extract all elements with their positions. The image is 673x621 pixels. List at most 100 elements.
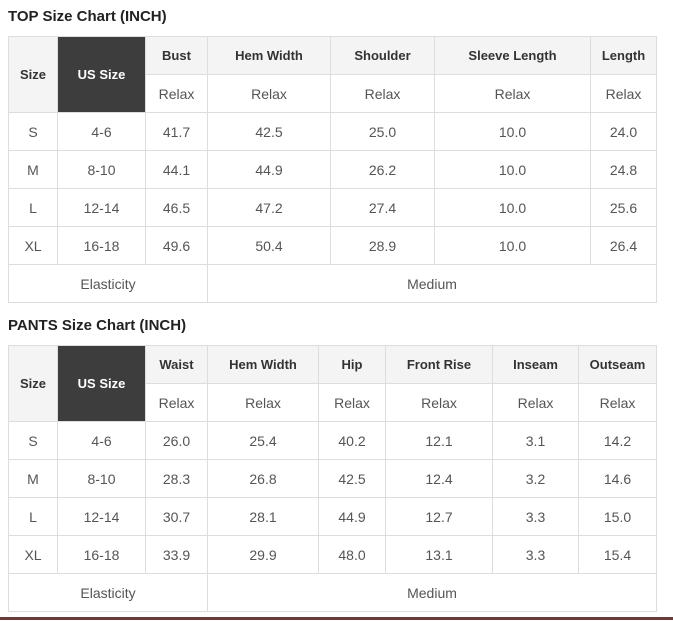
value-cell: 30.7 xyxy=(145,497,208,536)
shoulder-column-header: Shoulder xyxy=(330,36,435,75)
us-size-cell: 16-18 xyxy=(57,535,146,574)
value-cell: 44.1 xyxy=(145,150,208,189)
value-cell: 3.3 xyxy=(492,497,579,536)
top-fit-row: Relax Relax Relax Relax Relax xyxy=(9,74,657,113)
table-row: S 4-6 26.0 25.4 40.2 12.1 3.1 14.2 xyxy=(8,421,657,460)
size-cell: M xyxy=(8,459,58,498)
value-cell: 3.2 xyxy=(492,459,579,498)
section-divider-bar xyxy=(0,617,673,620)
value-cell: 10.0 xyxy=(434,188,591,227)
value-cell: 24.0 xyxy=(590,112,657,151)
us-size-cell: 12-14 xyxy=(57,497,146,536)
size-cell: S xyxy=(8,421,58,460)
table-row: M 8-10 28.3 26.8 42.5 12.4 3.2 14.6 xyxy=(8,459,657,498)
value-cell: 10.0 xyxy=(434,112,591,151)
size-cell: L xyxy=(8,188,58,227)
bust-column-header: Bust xyxy=(145,36,208,75)
value-cell: 15.0 xyxy=(578,497,657,536)
value-cell: 41.7 xyxy=(145,112,208,151)
fit-cell: Relax xyxy=(578,383,657,422)
waist-column-header: Waist xyxy=(145,345,208,384)
us-size-column-header: US Size xyxy=(57,345,146,422)
value-cell: 14.2 xyxy=(578,421,657,460)
table-row: XL 16-18 33.9 29.9 48.0 13.1 3.3 15.4 xyxy=(8,535,657,574)
value-cell: 46.5 xyxy=(145,188,208,227)
us-size-cell: 8-10 xyxy=(57,459,146,498)
fit-cell: Relax xyxy=(330,74,435,113)
value-cell: 25.0 xyxy=(330,112,435,151)
hip-column-header: Hip xyxy=(318,345,386,384)
fit-cell: Relax xyxy=(145,383,208,422)
table-row: XL 16-18 49.6 50.4 28.9 10.0 26.4 xyxy=(8,226,657,265)
value-cell: 26.8 xyxy=(207,459,319,498)
table-row: M 8-10 44.1 44.9 26.2 10.0 24.8 xyxy=(8,150,657,189)
value-cell: 15.4 xyxy=(578,535,657,574)
pants-fit-row: Relax Relax Relax Relax Relax Relax xyxy=(9,383,657,422)
sleeve-length-column-header: Sleeve Length xyxy=(434,36,591,75)
size-cell: M xyxy=(8,150,58,189)
pants-size-chart-section: PANTS Size Chart (INCH) Size US Size Wai… xyxy=(8,317,673,612)
front-rise-column-header: Front Rise xyxy=(385,345,493,384)
pants-header-row: Size US Size Waist Hem Width Hip Front R… xyxy=(8,345,657,422)
value-cell: 49.6 xyxy=(145,226,208,265)
fit-cell: Relax xyxy=(492,383,579,422)
table-row: L 12-14 46.5 47.2 27.4 10.0 25.6 xyxy=(8,188,657,227)
hem-width-column-header: Hem Width xyxy=(207,36,331,75)
value-cell: 25.4 xyxy=(207,421,319,460)
value-cell: 42.5 xyxy=(207,112,331,151)
value-cell: 28.3 xyxy=(145,459,208,498)
value-cell: 3.3 xyxy=(492,535,579,574)
value-cell: 13.1 xyxy=(385,535,493,574)
value-cell: 25.6 xyxy=(590,188,657,227)
value-cell: 27.4 xyxy=(330,188,435,227)
size-column-header: Size xyxy=(8,345,58,422)
value-cell: 10.0 xyxy=(434,150,591,189)
size-column-header: Size xyxy=(8,36,58,113)
fit-cell: Relax xyxy=(207,74,331,113)
size-cell: L xyxy=(8,497,58,536)
elasticity-label-cell: Elasticity xyxy=(8,264,208,303)
value-cell: 42.5 xyxy=(318,459,386,498)
value-cell: 44.9 xyxy=(318,497,386,536)
top-size-chart-section: TOP Size Chart (INCH) Size US Size Bust … xyxy=(8,8,673,303)
value-cell: 10.0 xyxy=(434,226,591,265)
value-cell: 26.2 xyxy=(330,150,435,189)
fit-cell: Relax xyxy=(145,74,208,113)
pants-chart-title: PANTS Size Chart (INCH) xyxy=(8,317,187,334)
value-cell: 47.2 xyxy=(207,188,331,227)
table-row: L 12-14 30.7 28.1 44.9 12.7 3.3 15.0 xyxy=(8,497,657,536)
hem-width-column-header: Hem Width xyxy=(207,345,319,384)
value-cell: 12.7 xyxy=(385,497,493,536)
value-cell: 26.0 xyxy=(145,421,208,460)
pants-size-table: Size US Size Waist Hem Width Hip Front R… xyxy=(8,345,657,612)
fit-cell: Relax xyxy=(207,383,319,422)
fit-cell: Relax xyxy=(318,383,386,422)
inseam-column-header: Inseam xyxy=(492,345,579,384)
value-cell: 29.9 xyxy=(207,535,319,574)
length-column-header: Length xyxy=(590,36,657,75)
value-cell: 3.1 xyxy=(492,421,579,460)
outseam-column-header: Outseam xyxy=(578,345,657,384)
fit-cell: Relax xyxy=(590,74,657,113)
elasticity-row: Elasticity Medium xyxy=(8,573,657,612)
value-cell: 33.9 xyxy=(145,535,208,574)
value-cell: 50.4 xyxy=(207,226,331,265)
fit-cell: Relax xyxy=(385,383,493,422)
value-cell: 26.4 xyxy=(590,226,657,265)
elasticity-row: Elasticity Medium xyxy=(8,264,657,303)
us-size-cell: 16-18 xyxy=(57,226,146,265)
us-size-cell: 4-6 xyxy=(57,421,146,460)
us-size-column-header: US Size xyxy=(57,36,146,113)
value-cell: 14.6 xyxy=(578,459,657,498)
table-row: S 4-6 41.7 42.5 25.0 10.0 24.0 xyxy=(8,112,657,151)
value-cell: 24.8 xyxy=(590,150,657,189)
top-chart-title: TOP Size Chart (INCH) xyxy=(8,8,167,25)
top-header-row: Size US Size Bust Hem Width Shoulder Sle… xyxy=(8,36,657,113)
us-size-cell: 12-14 xyxy=(57,188,146,227)
fit-cell: Relax xyxy=(434,74,591,113)
value-cell: 44.9 xyxy=(207,150,331,189)
value-cell: 28.1 xyxy=(207,497,319,536)
value-cell: 48.0 xyxy=(318,535,386,574)
value-cell: 40.2 xyxy=(318,421,386,460)
